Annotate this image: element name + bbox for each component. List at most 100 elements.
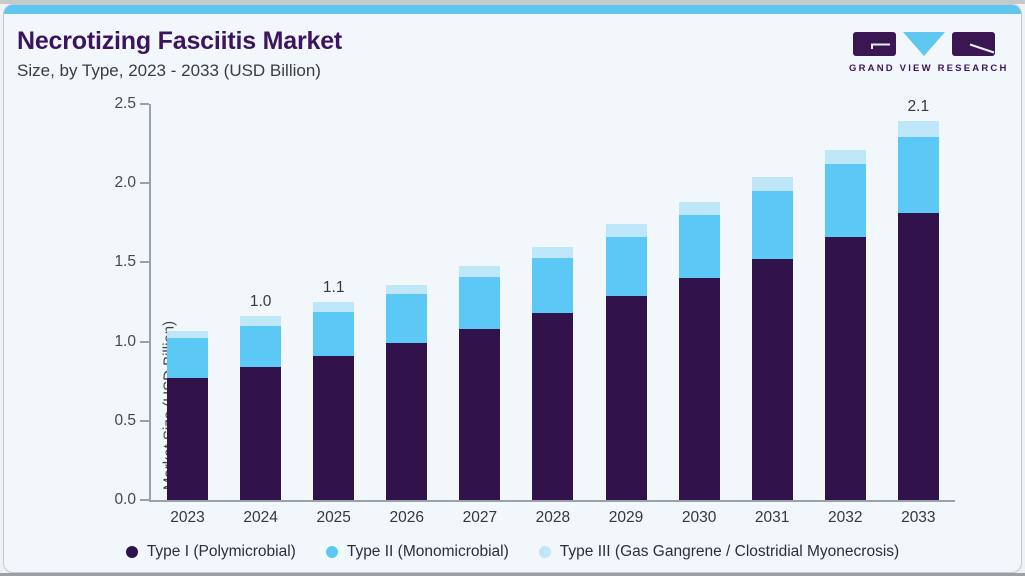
- x-tick-label: 2023: [170, 509, 205, 526]
- bar-segment-3: [459, 265, 501, 277]
- y-tick-label: 2.0: [114, 174, 136, 192]
- bar-stack: [751, 176, 793, 500]
- y-tick-mark: [140, 261, 149, 264]
- bar-segment-3: [532, 246, 574, 258]
- bar-stack: [313, 302, 355, 500]
- bar-stack: [386, 284, 428, 500]
- legend-item: Type I (Polymicrobial): [125, 543, 296, 561]
- x-tick-label: 2032: [827, 509, 863, 526]
- bar-segment-3: [897, 121, 939, 138]
- bar-segment-3: [824, 149, 866, 165]
- bar-segment-1: [240, 366, 282, 500]
- bar-stack: [897, 121, 939, 500]
- legend-label: Type I (Polymicrobial): [146, 543, 296, 560]
- bar-column: 2029: [605, 104, 647, 526]
- bar-segment-2: [824, 164, 866, 238]
- y-tick-mark: [140, 419, 149, 422]
- x-tick-label: 2027: [462, 509, 498, 526]
- bar-segment-2: [532, 257, 574, 314]
- bar-value-label: 1.0: [249, 292, 272, 310]
- legend-label: Type III (Gas Gangrene / Clostridial Myo…: [559, 543, 900, 560]
- bar-stack: [824, 149, 866, 500]
- legend-marker: [325, 546, 338, 558]
- legend-item: Type III (Gas Gangrene / Clostridial Myo…: [538, 543, 900, 561]
- y-tick-label: 2.5: [114, 95, 136, 112]
- x-tick-label: 2029: [608, 509, 644, 526]
- bar-segment-2: [605, 237, 647, 296]
- bar-segment-3: [751, 176, 793, 192]
- bar-segment-1: [605, 295, 647, 500]
- x-tick-label: 2031: [754, 509, 790, 526]
- gvr-logo-text: GRAND VIEW RESEARCH: [849, 63, 1009, 74]
- bar-segment-3: [386, 284, 428, 295]
- bar-segment-1: [532, 313, 574, 500]
- bar-segment-2: [897, 137, 939, 214]
- legend-label: Type II (Monomicrobial): [346, 543, 509, 560]
- y-tick-label: 0.0: [114, 491, 136, 508]
- bar-column: 2.1 2033: [897, 99, 939, 526]
- bar-segment-2: [751, 191, 793, 260]
- bar-segment-3: [678, 202, 720, 215]
- bar-segment-1: [751, 259, 793, 500]
- bar-segment-1: [824, 237, 866, 500]
- x-tick-label: 2025: [316, 509, 351, 526]
- bar-column: 2028: [532, 104, 574, 526]
- y-tick-label: 0.5: [114, 411, 136, 429]
- x-tick-label: 2028: [535, 509, 571, 526]
- legend: Type I (Polymicrobial) Type II (Monomicro…: [4, 543, 1021, 561]
- chart-header: Necrotizing Fasciitis Market Size, by Ty…: [17, 27, 342, 81]
- bar-stack: [459, 265, 501, 500]
- chart-card: Necrotizing Fasciitis Market Size, by Ty…: [3, 4, 1022, 573]
- bar-segment-3: [313, 302, 355, 312]
- bar-segment-3: [605, 224, 647, 238]
- legend-item: Type II (Monomicrobial): [325, 543, 509, 561]
- bar-segment-3: [240, 316, 282, 326]
- y-tick-label: 1.5: [114, 253, 136, 271]
- card-accent-bar: [4, 5, 1021, 14]
- bar-segment-1: [386, 343, 428, 500]
- bar-segment-2: [386, 294, 428, 344]
- legend-marker: [538, 546, 551, 558]
- bar-value-label: 1.1: [322, 278, 345, 296]
- bar-stack: [167, 330, 209, 500]
- chart-title: Necrotizing Fasciitis Market: [17, 27, 343, 55]
- y-tick-mark: [140, 340, 149, 343]
- bar-segment-3: [167, 330, 209, 339]
- x-tick-label: 2026: [389, 509, 425, 526]
- bar-columns: 2023 1.0 2024 1.1 2025 2026 2027 2028 2029 2030 20…: [151, 99, 955, 526]
- bar-stack: [240, 316, 282, 500]
- chart-subtitle: Size, by Type, 2023 - 2033 (USD Billion): [17, 61, 321, 80]
- bar-stack: [532, 246, 574, 500]
- bar-segment-2: [678, 214, 720, 279]
- bar-segment-1: [459, 328, 501, 500]
- bar-stack: [605, 224, 647, 500]
- bar-column: 2027: [459, 104, 501, 526]
- bar-column: 2030: [678, 104, 720, 526]
- y-tick-mark: [140, 499, 149, 501]
- bar-column: 2023: [167, 104, 209, 526]
- bar-stack: [678, 202, 720, 500]
- y-tick-mark: [140, 103, 149, 105]
- y-tick-label: 1.0: [114, 332, 136, 350]
- legend-marker: [125, 546, 138, 558]
- x-tick-label: 2030: [681, 509, 717, 526]
- x-tick-label: 2024: [243, 509, 278, 526]
- bar-segment-2: [313, 311, 355, 356]
- bar-value-label: 2.1: [907, 97, 930, 115]
- bar-segment-2: [240, 325, 282, 367]
- bar-column: 2031: [751, 104, 793, 526]
- y-tick-mark: [140, 182, 149, 185]
- bar-column: 1.1 2025: [313, 104, 355, 526]
- bar-segment-2: [459, 276, 501, 329]
- plot-area: Market Size (USD Billion) 20231.020241.1…: [114, 95, 955, 526]
- bar-column: 1.0 2024: [240, 104, 282, 526]
- gvr-logo: GRAND VIEW RESEARCH: [849, 31, 1009, 74]
- x-tick-label: 2033: [901, 509, 936, 526]
- bar-segment-1: [678, 278, 720, 500]
- bar-segment-2: [167, 338, 209, 379]
- bar-segment-1: [897, 213, 939, 500]
- bar-column: 2026: [386, 104, 428, 526]
- bar-column: 2032: [824, 104, 866, 526]
- bar-segment-1: [167, 378, 209, 500]
- gvr-logo-icon: [853, 32, 995, 56]
